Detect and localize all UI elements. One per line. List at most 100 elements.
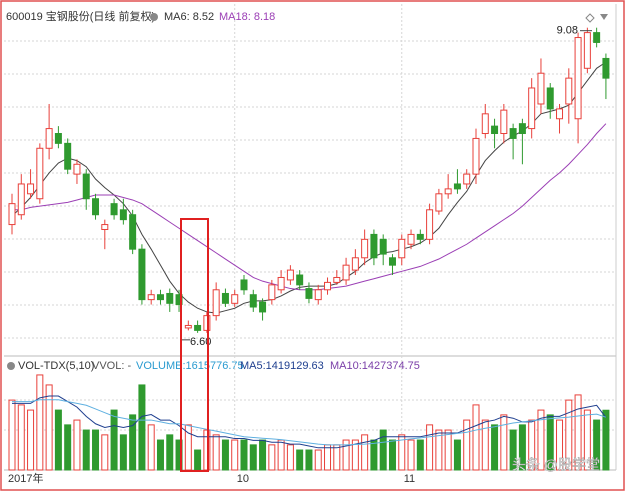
volume-ma-line — [12, 399, 607, 446]
candle-body — [54, 133, 62, 144]
ma6-label: MA6: 8.52 — [164, 11, 214, 23]
vol-ma10-label: MA10:1427374.75 — [330, 360, 420, 372]
candle-body — [36, 147, 44, 200]
volume-bar — [463, 419, 471, 471]
low-label: 6.60 — [190, 336, 211, 348]
volume-bar — [453, 439, 461, 471]
volume-bar — [194, 449, 202, 471]
candle-body — [528, 87, 536, 130]
vol-title: VOL-TDX(5,10) — [18, 360, 94, 372]
volume-bar — [231, 439, 239, 471]
volume-bar — [342, 439, 350, 471]
candle-body — [500, 109, 508, 135]
volume-bar — [379, 429, 387, 471]
volume-bar — [472, 404, 480, 471]
candle-body — [463, 173, 471, 185]
volume-bar — [36, 374, 44, 471]
volume-bar — [314, 449, 322, 471]
volume-bar — [147, 424, 155, 471]
volume-bar — [175, 439, 183, 471]
volume-bar — [92, 429, 100, 471]
candle-body — [444, 188, 452, 195]
vol-menu-icon[interactable] — [7, 362, 15, 370]
volume-label: VOLUME:1615776.75 — [136, 360, 244, 372]
volume-bar — [166, 434, 174, 471]
candle-body — [426, 209, 434, 240]
volume-bar — [277, 439, 285, 471]
candle-body — [361, 238, 369, 259]
volume-bar — [45, 384, 53, 471]
candle-body — [82, 173, 90, 200]
candle-body — [138, 248, 146, 301]
candle-body — [370, 233, 378, 259]
volume-bar — [537, 409, 545, 471]
candle-body — [565, 77, 573, 105]
volume-bar — [407, 439, 415, 471]
candle-body — [110, 203, 118, 216]
volume-bar — [333, 444, 341, 471]
diamond-icon[interactable] — [585, 13, 595, 23]
candle-body — [45, 128, 53, 149]
marks: 2017年 10 11 9.08 6.60 — [8, 4, 610, 485]
volume-bar — [286, 444, 294, 471]
candle-body — [156, 294, 164, 301]
watermark: 头条 @股学堂 — [512, 457, 600, 473]
volume-bar — [416, 439, 424, 471]
volume-bar — [583, 409, 591, 471]
volume-bar — [156, 439, 164, 471]
candle-body — [556, 108, 564, 120]
volume-bar — [351, 439, 359, 471]
menu-icon[interactable] — [150, 13, 158, 21]
volume-bar — [398, 434, 406, 471]
candle-body — [593, 32, 601, 43]
x-tick-label: 2017年 — [8, 471, 43, 485]
volume-bar — [64, 424, 72, 471]
volume-bar — [546, 414, 554, 471]
volume-bar — [73, 419, 81, 471]
candle-body — [17, 183, 25, 216]
candle-body — [416, 233, 424, 240]
candle-body — [73, 163, 81, 175]
collapse-icon[interactable] — [600, 14, 608, 20]
candle-body — [8, 203, 16, 226]
volume-bar — [54, 409, 62, 471]
candle-body — [314, 289, 322, 301]
volume-bar — [240, 439, 248, 471]
candle-body — [221, 292, 229, 304]
candle-body — [240, 279, 248, 291]
volume-bar — [101, 434, 109, 471]
volume-bar — [119, 434, 127, 471]
candle-body — [194, 324, 202, 331]
candle-body — [379, 238, 387, 255]
candle-body — [574, 37, 582, 120]
vol-ma5-label: MA5:1419129.63 — [240, 360, 324, 372]
candle-body — [546, 87, 554, 110]
high-label: 9.08 — [557, 25, 578, 37]
volume-bar — [305, 449, 313, 471]
volume-bar — [324, 444, 332, 471]
volume-bar — [212, 434, 220, 471]
volume-bar — [221, 439, 229, 471]
candle-body — [342, 264, 350, 281]
volume-bar — [518, 424, 526, 471]
candle-body — [491, 125, 499, 135]
volume-bar — [27, 409, 35, 471]
volume-bar — [361, 434, 369, 471]
volume-bar — [556, 419, 564, 471]
volume-bar — [565, 399, 573, 471]
chart-title: 600019 宝钢股份(日线 前复权) — [6, 9, 155, 23]
volume-bar — [491, 424, 499, 471]
highlight-box — [180, 218, 209, 472]
candle-body — [472, 137, 480, 175]
volume-bar — [574, 394, 582, 471]
volume-bar — [17, 404, 25, 471]
candle-body — [509, 128, 517, 139]
volume-bar — [268, 444, 276, 471]
candle-body — [481, 113, 489, 135]
candle-body — [27, 183, 35, 195]
candle-body — [296, 274, 304, 286]
volume-ma-line — [12, 395, 607, 449]
volume-bar — [500, 414, 508, 471]
candle-body — [92, 198, 100, 216]
